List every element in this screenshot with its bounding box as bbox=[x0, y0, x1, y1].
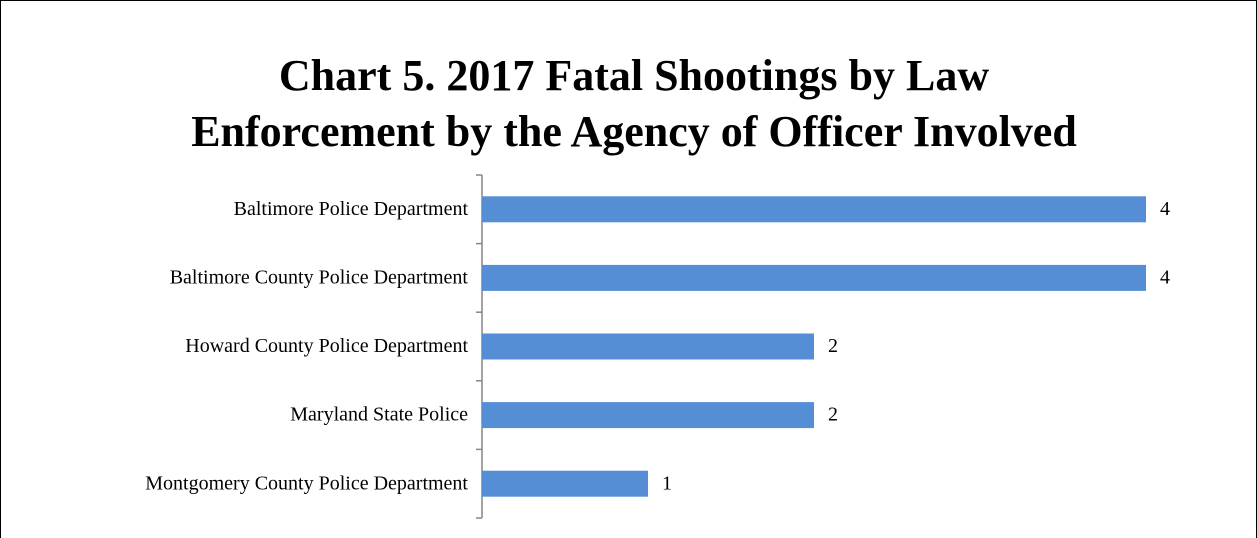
data-label: 4 bbox=[1160, 266, 1170, 288]
bar bbox=[482, 333, 814, 360]
y-tick-label: Maryland State Police bbox=[290, 404, 468, 426]
y-tick-label: Montgomery County Police Department bbox=[145, 472, 468, 494]
data-label: 2 bbox=[828, 404, 838, 426]
data-label: 2 bbox=[828, 335, 838, 357]
data-label: 1 bbox=[662, 472, 672, 494]
chart-title: Enforcement by the Agency of Officer Inv… bbox=[191, 107, 1077, 156]
chart-title: Chart 5. 2017 Fatal Shootings by Law bbox=[279, 51, 989, 100]
y-tick-label: Howard County Police Department bbox=[185, 335, 468, 357]
bar bbox=[482, 470, 648, 497]
y-tick-label: Baltimore County Police Department bbox=[170, 266, 469, 288]
y-tick-label: Baltimore Police Department bbox=[234, 198, 469, 220]
bar bbox=[482, 196, 1146, 223]
bar bbox=[482, 264, 1146, 291]
data-label: 4 bbox=[1160, 198, 1170, 220]
bar bbox=[482, 402, 814, 429]
